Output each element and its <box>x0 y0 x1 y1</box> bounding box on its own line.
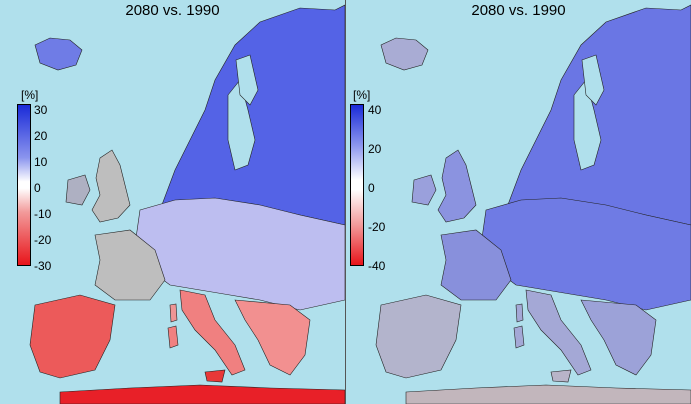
italy <box>525 289 592 376</box>
right-colorbar <box>350 104 364 266</box>
left-tick: -10 <box>34 207 52 221</box>
corsica <box>169 303 178 323</box>
right-tick: -40 <box>368 259 386 273</box>
sardinia <box>513 325 525 349</box>
left-tick: 0 <box>34 181 41 195</box>
iceland <box>34 37 83 71</box>
right-tick: -20 <box>368 220 386 234</box>
sicily <box>550 369 572 383</box>
france <box>440 229 512 301</box>
great-britain <box>437 149 477 223</box>
left-tick: -30 <box>34 259 52 273</box>
gulf-bothnia <box>235 54 259 106</box>
right-tick: 0 <box>368 181 375 195</box>
right-tick: 20 <box>368 142 382 156</box>
scandinavia-region <box>505 4 691 226</box>
left-tick: 30 <box>34 103 48 117</box>
panel-divider <box>345 0 346 404</box>
balkans <box>234 299 311 376</box>
left-unit-label: [%] <box>21 88 39 102</box>
map-panel-right: 2080 vs. 1990 [%] 40 20 0 -20 -40 <box>346 0 691 404</box>
north-africa <box>59 384 345 404</box>
europe-map-left <box>29 4 345 404</box>
right-unit-label: [%] <box>353 88 371 102</box>
europe-map-right <box>375 4 691 404</box>
left-tick: 20 <box>34 129 48 143</box>
iceland <box>380 37 429 71</box>
right-panel-title: 2080 vs. 1990 <box>471 2 566 19</box>
left-tick: -20 <box>34 233 52 247</box>
iberia <box>29 294 116 379</box>
sardinia <box>167 325 179 349</box>
ireland <box>411 174 437 206</box>
right-tick: 40 <box>368 103 382 117</box>
north-africa <box>405 384 691 404</box>
france <box>94 229 166 301</box>
ireland <box>65 174 91 206</box>
map-panel-left: 2080 vs. 1990 [%] 30 20 10 0 -10 -20 -30 <box>0 0 345 404</box>
iberia <box>375 294 462 379</box>
scandinavia-region <box>159 4 345 226</box>
italy <box>179 289 246 376</box>
corsica <box>515 303 524 323</box>
sicily <box>204 369 226 383</box>
great-britain <box>91 149 131 223</box>
balkans <box>580 299 657 376</box>
left-colorbar <box>17 104 31 266</box>
gulf-bothnia <box>581 54 605 106</box>
left-tick: 10 <box>34 155 48 169</box>
left-panel-title: 2080 vs. 1990 <box>125 2 220 19</box>
